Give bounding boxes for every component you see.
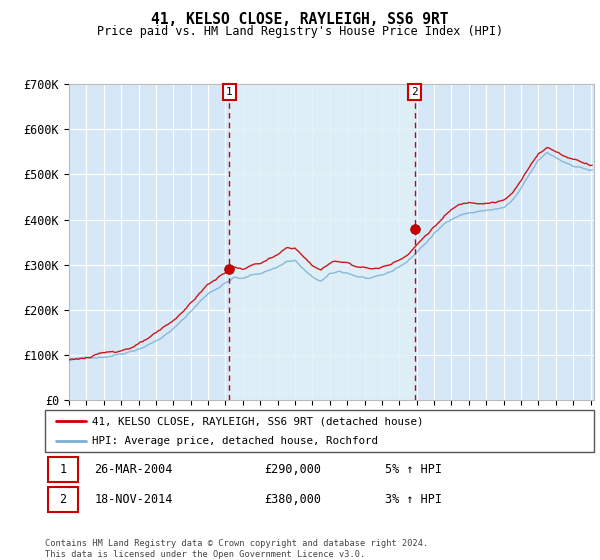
Text: 41, KELSO CLOSE, RAYLEIGH, SS6 9RT (detached house): 41, KELSO CLOSE, RAYLEIGH, SS6 9RT (deta… <box>92 416 423 426</box>
Bar <box>229 84 415 400</box>
Text: 5% ↑ HPI: 5% ↑ HPI <box>385 463 442 476</box>
Text: Contains HM Land Registry data © Crown copyright and database right 2024.
This d: Contains HM Land Registry data © Crown c… <box>45 539 428 559</box>
Text: 41, KELSO CLOSE, RAYLEIGH, SS6 9RT: 41, KELSO CLOSE, RAYLEIGH, SS6 9RT <box>151 12 449 27</box>
Text: 2: 2 <box>411 87 418 97</box>
Text: £380,000: £380,000 <box>265 493 322 506</box>
Text: Price paid vs. HM Land Registry's House Price Index (HPI): Price paid vs. HM Land Registry's House … <box>97 25 503 38</box>
Text: 26-MAR-2004: 26-MAR-2004 <box>94 463 173 476</box>
Text: 1: 1 <box>226 87 233 97</box>
Text: HPI: Average price, detached house, Rochford: HPI: Average price, detached house, Roch… <box>92 436 377 446</box>
Text: £290,000: £290,000 <box>265 463 322 476</box>
Bar <box>48 487 78 512</box>
Bar <box>48 457 78 482</box>
Text: 1: 1 <box>59 463 67 476</box>
Text: 2: 2 <box>59 493 67 506</box>
Text: 18-NOV-2014: 18-NOV-2014 <box>94 493 173 506</box>
Text: 3% ↑ HPI: 3% ↑ HPI <box>385 493 442 506</box>
